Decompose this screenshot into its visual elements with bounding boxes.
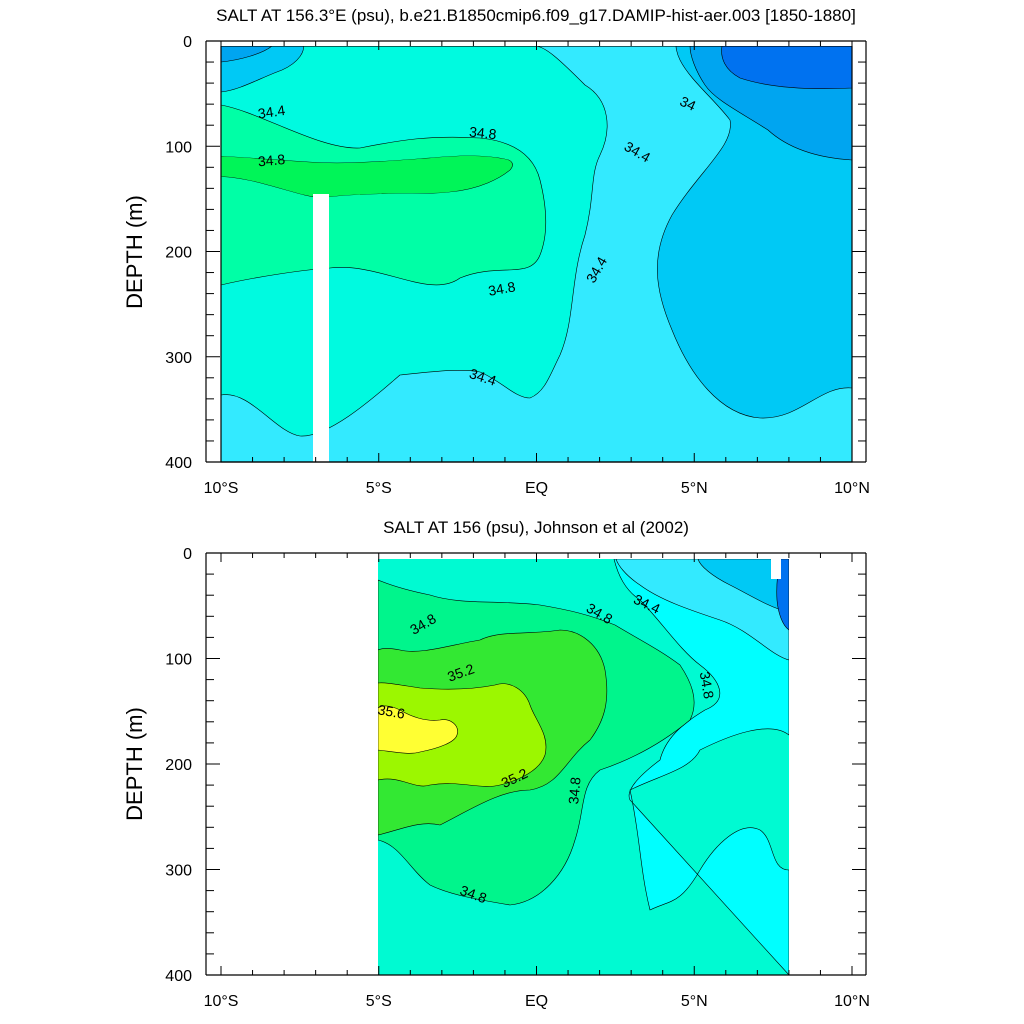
contour-label: 34.8: [487, 278, 517, 299]
x-tick-label: 10°N: [834, 993, 870, 1010]
x-tick-label: EQ: [525, 993, 548, 1010]
y-tick-label: 0: [183, 34, 192, 51]
contour-label: 34: [677, 93, 698, 114]
y-tick-label: 400: [165, 968, 192, 985]
salinity-region: [221, 104, 547, 286]
contour-field: [221, 46, 852, 462]
salinity-region: [378, 705, 458, 754]
contour-field: [378, 559, 789, 975]
x-tick-label: 5°S: [366, 480, 392, 497]
x-tick-label: EQ: [525, 480, 548, 497]
salinity-region: [613, 559, 789, 975]
y-axis-label: DEPTH (m): [122, 707, 147, 821]
panel-title: SALT AT 156 (psu), Johnson et al (2002): [383, 518, 689, 537]
panel-title: SALT AT 156.3°E (psu), b.e21.B1850cmip6.…: [216, 6, 856, 25]
y-tick-label: 200: [165, 757, 192, 774]
y-tick-label: 200: [165, 245, 192, 262]
y-tick-label: 100: [165, 139, 192, 156]
y-tick-label: 300: [165, 350, 192, 367]
x-tick-label: 5°N: [681, 480, 708, 497]
observed-salinity-panel: SALT AT 156 (psu), Johnson et al (2002) …: [122, 518, 870, 1010]
x-tick-label: 5°S: [366, 993, 392, 1010]
x-tick-label: 10°S: [204, 993, 239, 1010]
contour-label: 35.6: [377, 701, 407, 722]
missing-data-column: [313, 194, 329, 462]
y-axis-label: DEPTH (m): [122, 195, 147, 309]
x-tick-label: 5°N: [681, 993, 708, 1010]
contour-label: 34.8: [257, 151, 286, 169]
salinity-region: [378, 682, 547, 787]
x-tick-label: 10°N: [834, 480, 870, 497]
contour-label: 34.4: [257, 102, 286, 122]
axis-ticks: 10°S 5°S EQ 5°N 10°N 0 100 200 300 400: [165, 34, 870, 497]
salinity-region: [721, 46, 852, 89]
salinity-region: [697, 559, 789, 613]
missing-data-patch: [771, 559, 781, 579]
x-tick-label: 10°S: [204, 480, 239, 497]
model-salinity-panel: SALT AT 156.3°E (psu), b.e21.B1850cmip6.…: [122, 6, 870, 497]
contour-label: 34.8: [697, 670, 718, 700]
axis-ticks: 10°S 5°S EQ 5°N 10°N 0 100 200 300 400: [165, 546, 870, 1010]
y-tick-label: 0: [183, 546, 192, 563]
contour-label: 34.8: [468, 123, 497, 142]
y-tick-label: 100: [165, 652, 192, 669]
y-tick-label: 400: [165, 455, 192, 472]
contour-label: 34.8: [565, 776, 583, 805]
y-tick-label: 300: [165, 863, 192, 880]
